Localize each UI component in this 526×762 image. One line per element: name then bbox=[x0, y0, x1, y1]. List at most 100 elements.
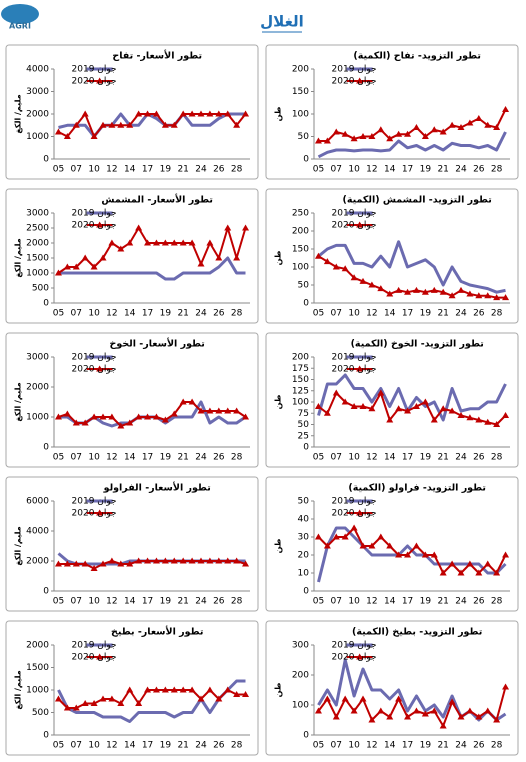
x-tick-label: 05 bbox=[53, 165, 64, 175]
point-marker bbox=[466, 414, 474, 421]
x-tick-label: 14 bbox=[384, 309, 396, 319]
point-marker bbox=[224, 686, 232, 693]
x-tick-label: 17 bbox=[142, 309, 153, 319]
point-marker bbox=[457, 713, 465, 720]
point-marker bbox=[377, 285, 385, 292]
y-tick-label: 500 bbox=[32, 708, 49, 718]
point-marker bbox=[466, 290, 474, 297]
point-marker bbox=[386, 542, 394, 549]
point-marker bbox=[99, 254, 107, 261]
point-marker bbox=[117, 700, 125, 706]
y-tick-label: 0 bbox=[43, 299, 49, 309]
chart-title: تطور الأسعار- بطيخ bbox=[111, 626, 203, 638]
x-tick-label: 10 bbox=[88, 453, 100, 463]
x-tick-label: 28 bbox=[231, 165, 243, 175]
point-marker bbox=[144, 686, 152, 693]
point-marker bbox=[368, 281, 376, 288]
x-tick-label: 10 bbox=[88, 165, 100, 175]
point-marker bbox=[197, 695, 205, 702]
point-marker bbox=[484, 707, 492, 714]
x-tick-label: 05 bbox=[53, 453, 64, 463]
x-tick-label: 14 bbox=[384, 165, 396, 175]
x-tick-label: 14 bbox=[124, 165, 136, 175]
x-tick-label: 17 bbox=[142, 453, 153, 463]
point-marker bbox=[54, 128, 62, 135]
point-marker bbox=[457, 569, 465, 576]
x-tick-label: 24 bbox=[455, 741, 467, 751]
x-tick-label: 28 bbox=[231, 453, 243, 463]
y-tick-label: 200 bbox=[292, 353, 309, 363]
x-tick-label: 19 bbox=[420, 453, 432, 463]
point-marker bbox=[395, 695, 403, 702]
y-tick-label: 1000 bbox=[26, 132, 49, 142]
legend-label: جوان 2019 bbox=[72, 641, 117, 651]
point-marker bbox=[72, 419, 80, 426]
x-tick-label: 19 bbox=[160, 597, 172, 607]
x-tick-label: 28 bbox=[491, 741, 503, 751]
y-tick-label: 0 bbox=[43, 587, 49, 597]
point-marker bbox=[484, 121, 492, 128]
point-marker bbox=[386, 135, 394, 142]
y-tick-label: 0 bbox=[303, 587, 309, 597]
point-marker bbox=[395, 286, 403, 293]
chart-title: تطور التزويد- الخوخ (الكمية) bbox=[351, 339, 484, 350]
x-tick-label: 12 bbox=[366, 309, 377, 319]
y-tick-label: 500 bbox=[32, 284, 49, 294]
y-tick-label: 2000 bbox=[26, 239, 49, 249]
point-marker bbox=[224, 224, 232, 231]
x-tick-label: 28 bbox=[231, 309, 243, 319]
legend-label: جوان 2019 bbox=[332, 497, 377, 507]
point-marker bbox=[475, 292, 483, 299]
y-tick-label: 100 bbox=[292, 398, 309, 408]
point-marker bbox=[233, 691, 241, 697]
point-marker bbox=[170, 557, 178, 564]
x-tick-label: 21 bbox=[177, 453, 188, 463]
legend-label: جوان 2020 bbox=[72, 653, 117, 663]
point-marker bbox=[421, 551, 429, 558]
point-marker bbox=[135, 413, 143, 420]
x-tick-label: 21 bbox=[177, 741, 188, 751]
y-tick-label: 150 bbox=[292, 245, 309, 255]
point-marker bbox=[502, 106, 510, 112]
y-tick-label: 1000 bbox=[26, 269, 49, 279]
point-marker bbox=[152, 413, 160, 420]
x-tick-label: 14 bbox=[124, 309, 136, 319]
point-marker bbox=[54, 695, 62, 702]
x-tick-label: 17 bbox=[402, 309, 413, 319]
point-marker bbox=[90, 700, 98, 706]
point-marker bbox=[108, 121, 116, 128]
point-marker bbox=[359, 403, 367, 409]
y-tick-label: 40 bbox=[298, 515, 310, 525]
point-marker bbox=[224, 557, 232, 564]
y-tick-label: 1000 bbox=[26, 686, 49, 696]
y-tick-label: 100 bbox=[292, 263, 309, 273]
y-tick-label: 300 bbox=[292, 641, 309, 651]
point-marker bbox=[430, 416, 438, 423]
x-tick-label: 10 bbox=[88, 597, 100, 607]
x-tick-label: 05 bbox=[313, 597, 324, 607]
point-marker bbox=[197, 557, 205, 564]
x-tick-label: 28 bbox=[491, 309, 503, 319]
point-marker bbox=[430, 286, 438, 293]
point-marker bbox=[475, 713, 483, 720]
point-marker bbox=[72, 263, 80, 270]
point-marker bbox=[126, 239, 134, 246]
point-marker bbox=[359, 695, 367, 702]
point-marker bbox=[197, 110, 205, 117]
point-marker bbox=[63, 263, 71, 270]
legend-label: جوان 2019 bbox=[72, 65, 117, 75]
legend-marker bbox=[96, 365, 104, 372]
point-marker bbox=[341, 265, 349, 272]
chart-title: تطور التزويد- المشمش (الكمية) bbox=[343, 195, 492, 206]
y-tick-label: 100 bbox=[292, 110, 309, 120]
logo-shape bbox=[1, 4, 39, 24]
point-marker bbox=[466, 707, 474, 714]
x-tick-label: 14 bbox=[384, 597, 396, 607]
point-marker bbox=[179, 557, 187, 564]
point-marker bbox=[224, 110, 232, 117]
series-line bbox=[317, 527, 507, 574]
x-tick-label: 12 bbox=[106, 453, 117, 463]
panel bbox=[5, 44, 259, 180]
panel bbox=[265, 476, 519, 612]
point-marker bbox=[493, 294, 501, 301]
